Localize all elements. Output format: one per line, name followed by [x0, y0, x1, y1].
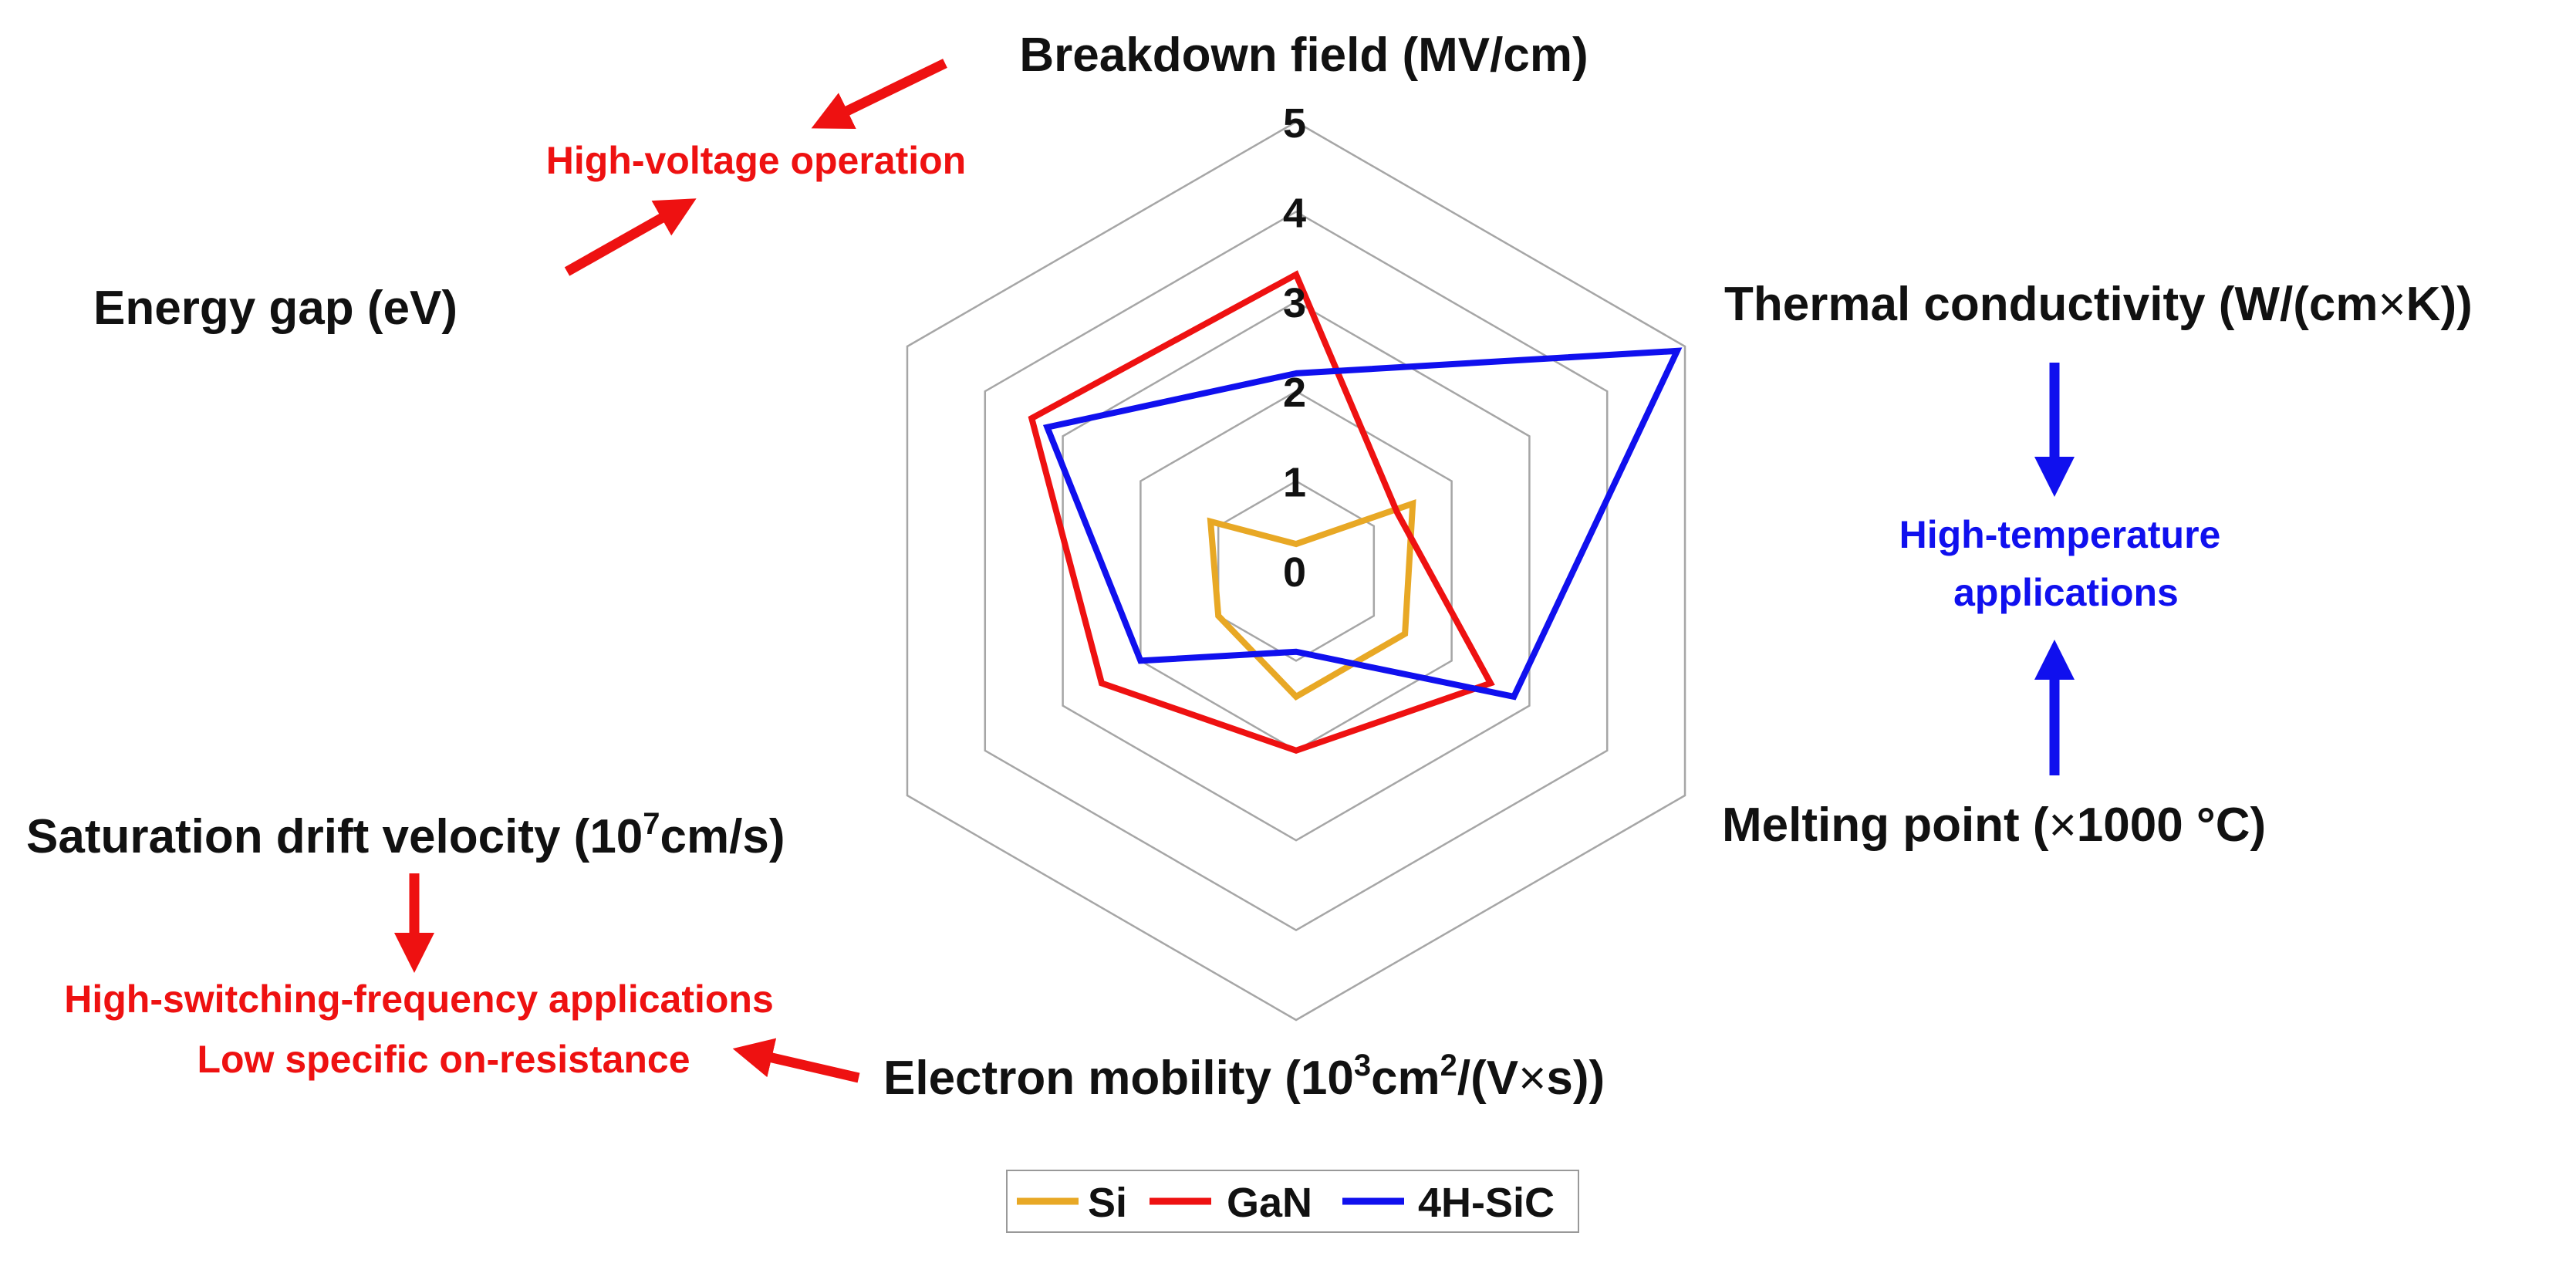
- grid-ring-4: [984, 210, 1609, 932]
- legend-label-si: Si: [1088, 1180, 1127, 1226]
- times-symbol: ×: [1518, 1052, 1546, 1105]
- times-symbol: ×: [2378, 278, 2406, 331]
- note-switching-line2: Low specific on-resistance: [197, 1038, 690, 1081]
- arrow-high-voltage-bottom: [564, 198, 697, 276]
- axis-label-melting-point: Melting point (×1000 °C): [1722, 799, 2266, 852]
- legend-label-gan: GaN: [1227, 1180, 1312, 1226]
- note-high-temperature-line2: applications: [1953, 571, 2179, 614]
- series-line-gan: [1028, 270, 1495, 755]
- arrow-high-voltage-top: [811, 59, 947, 130]
- axis-label-thermal-conductivity: Thermal conductivity (W/(cm×K)): [1724, 278, 2473, 331]
- tick-label-2: 2: [1283, 370, 1306, 416]
- tick-label-0: 0: [1283, 549, 1306, 596]
- tick-label-1: 1: [1283, 460, 1306, 506]
- note-switching-line1: High-switching-frequency applications: [64, 978, 774, 1021]
- axis-label-electron-mobility: Electron mobility (103cm2/(V×s)): [883, 1049, 1605, 1105]
- arrow-low-resistance: [732, 1038, 860, 1083]
- series-line-4h-sic: [1042, 347, 1683, 701]
- tick-label-4: 4: [1283, 190, 1306, 236]
- legend-label-4h-sic: 4H-SiC: [1418, 1180, 1555, 1226]
- radar-series: [1028, 270, 1683, 755]
- note-high-temperature-line1: High-temperature: [1899, 513, 2221, 556]
- legend: Si GaN 4H-SiC: [1006, 1170, 1579, 1233]
- grid-ring-5: [906, 120, 1686, 1022]
- radar-grid: [906, 120, 1686, 1022]
- axis-label-energy-gap: Energy gap (eV): [93, 282, 457, 335]
- axis-label-breakdown-field: Breakdown field (MV/cm): [1019, 29, 1588, 82]
- times-symbol: ×: [2049, 799, 2077, 852]
- grid-ring-3: [1062, 300, 1531, 842]
- legend-box: [1006, 1170, 1579, 1233]
- tick-label-3: 3: [1283, 280, 1306, 326]
- axis-label-saturation-drift-velocity: Saturation drift velocity (107cm/s): [26, 807, 785, 863]
- tick-label-5: 5: [1283, 100, 1306, 147]
- series-line-si: [1207, 498, 1416, 701]
- note-high-voltage: High-voltage operation: [546, 139, 966, 182]
- radial-ticks: 0 1 2 3 4 5: [1283, 100, 1306, 596]
